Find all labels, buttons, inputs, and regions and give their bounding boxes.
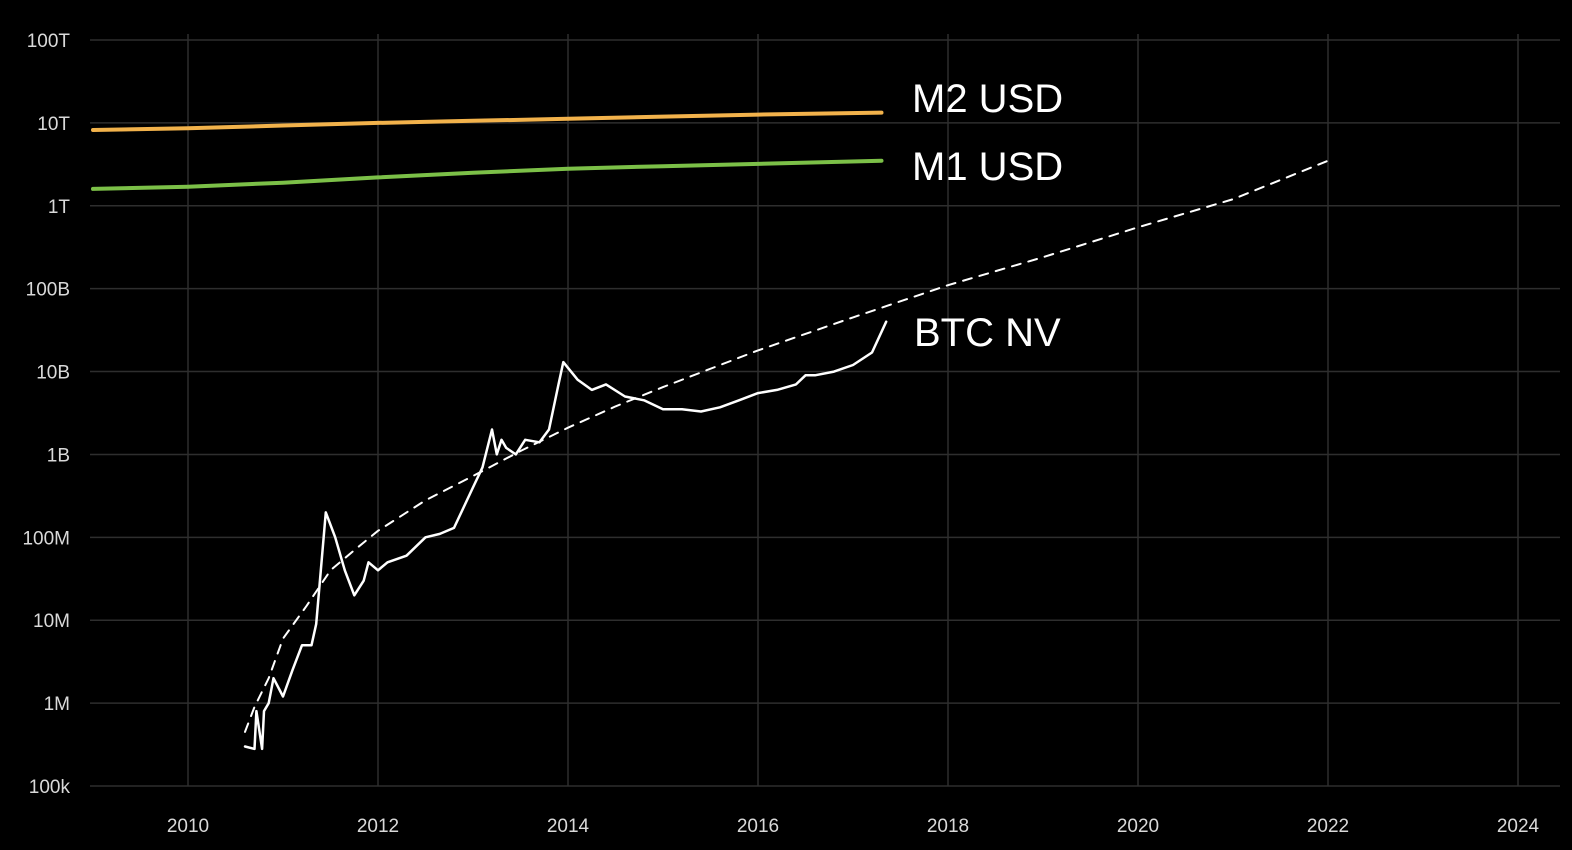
- x-tick-label: 2016: [737, 816, 779, 837]
- btc-nv-line: [243, 320, 888, 751]
- y-tick-label: 1T: [48, 197, 71, 218]
- x-tick-label: 2022: [1307, 816, 1349, 837]
- y-tick-label: 100B: [26, 280, 70, 301]
- m2-usd-line: [91, 110, 884, 132]
- grid: [90, 34, 1560, 787]
- x-tick-label: 2012: [357, 816, 399, 837]
- y-tick-label: 100M: [22, 528, 70, 549]
- series-labels: M2 USD M1 USD BTC NV: [912, 77, 1063, 355]
- x-tick-label: 2018: [927, 816, 969, 837]
- y-tick-label: 10M: [33, 611, 70, 632]
- y-tick-label: 100T: [27, 31, 71, 52]
- series-layer: [91, 110, 1329, 751]
- x-tick-label: 2024: [1497, 816, 1540, 837]
- m1-usd-line: [91, 158, 884, 191]
- y-tick-label: 10B: [36, 363, 70, 384]
- m1-usd-label: M1 USD: [912, 145, 1063, 189]
- x-tick-label: 2020: [1117, 816, 1159, 837]
- x-tick-label: 2014: [547, 816, 590, 837]
- btc-nv-label: BTC NV: [914, 311, 1061, 355]
- m2-usd-label: M2 USD: [912, 77, 1063, 121]
- x-tick-label: 2010: [167, 816, 209, 837]
- y-tick-label: 100k: [29, 777, 71, 798]
- y-tick-label: 10T: [37, 114, 70, 135]
- tick-labels: 100k 1M 10M 100M 1B 10B 100B 1T 10T 100T 2010 2012 2…: [22, 31, 1539, 837]
- y-tick-label: 1B: [47, 445, 70, 466]
- y-tick-label: 1M: [44, 694, 70, 715]
- btc-nv-trend-line: [244, 159, 1329, 733]
